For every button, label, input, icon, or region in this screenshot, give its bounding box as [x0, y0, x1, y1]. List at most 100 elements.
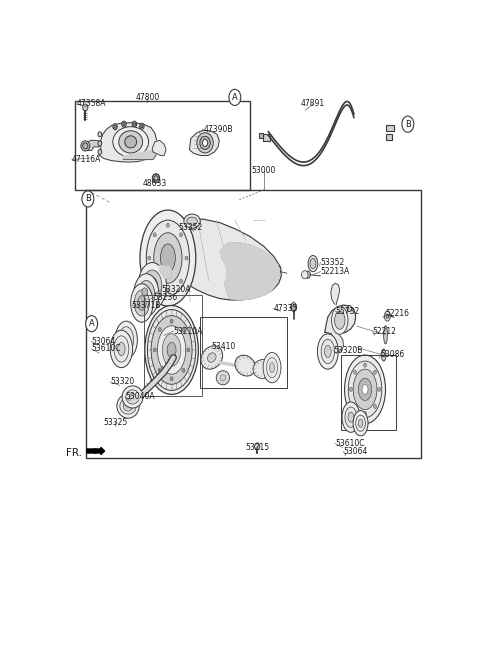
- Ellipse shape: [345, 355, 385, 424]
- Ellipse shape: [332, 306, 348, 335]
- Ellipse shape: [115, 321, 137, 359]
- Ellipse shape: [359, 379, 372, 400]
- Ellipse shape: [200, 136, 210, 150]
- Circle shape: [276, 266, 281, 273]
- Ellipse shape: [133, 274, 159, 316]
- Circle shape: [354, 405, 357, 409]
- Ellipse shape: [244, 255, 263, 288]
- Polygon shape: [190, 131, 219, 155]
- Text: 53320: 53320: [110, 377, 134, 386]
- Ellipse shape: [353, 411, 368, 436]
- Ellipse shape: [269, 363, 275, 373]
- Polygon shape: [325, 305, 356, 334]
- Ellipse shape: [134, 290, 149, 316]
- Circle shape: [182, 327, 185, 332]
- Bar: [263, 134, 270, 141]
- Ellipse shape: [138, 296, 146, 310]
- Text: 53210A: 53210A: [173, 327, 203, 336]
- Bar: [86, 190, 421, 458]
- Ellipse shape: [140, 210, 196, 306]
- Ellipse shape: [83, 143, 88, 149]
- Ellipse shape: [142, 287, 151, 303]
- Circle shape: [347, 306, 352, 312]
- Text: 53352: 53352: [178, 223, 203, 232]
- Ellipse shape: [356, 415, 365, 431]
- Circle shape: [373, 405, 376, 409]
- Ellipse shape: [207, 353, 216, 362]
- Circle shape: [182, 368, 185, 373]
- Circle shape: [229, 89, 241, 106]
- Ellipse shape: [129, 394, 136, 400]
- Polygon shape: [331, 283, 340, 305]
- Bar: [385, 134, 392, 140]
- Circle shape: [363, 363, 367, 367]
- Text: 53000: 53000: [252, 166, 276, 175]
- Ellipse shape: [235, 355, 255, 376]
- Circle shape: [378, 387, 381, 392]
- Text: 53371B: 53371B: [132, 300, 161, 310]
- Text: 52213A: 52213A: [321, 267, 349, 276]
- Ellipse shape: [362, 384, 368, 394]
- Text: 53086: 53086: [381, 350, 405, 359]
- Circle shape: [167, 223, 169, 227]
- Text: 52212: 52212: [372, 327, 396, 336]
- Circle shape: [170, 319, 173, 323]
- Ellipse shape: [122, 333, 130, 346]
- Ellipse shape: [119, 327, 133, 353]
- Ellipse shape: [348, 361, 382, 418]
- Circle shape: [148, 256, 151, 260]
- Circle shape: [305, 271, 311, 278]
- Circle shape: [402, 116, 414, 133]
- Ellipse shape: [321, 339, 335, 363]
- Circle shape: [363, 411, 367, 416]
- Ellipse shape: [152, 174, 160, 183]
- Ellipse shape: [263, 352, 281, 383]
- Bar: [385, 125, 394, 131]
- Circle shape: [158, 327, 161, 332]
- Circle shape: [114, 125, 116, 128]
- Text: 53236: 53236: [154, 293, 178, 302]
- Text: 53064: 53064: [344, 447, 368, 456]
- Ellipse shape: [353, 369, 377, 409]
- Text: 53410: 53410: [212, 342, 236, 351]
- Ellipse shape: [145, 306, 198, 394]
- Circle shape: [187, 348, 190, 352]
- Text: 47800: 47800: [135, 93, 159, 102]
- Ellipse shape: [162, 334, 181, 366]
- Ellipse shape: [122, 386, 143, 408]
- Bar: [259, 133, 264, 138]
- Ellipse shape: [291, 302, 296, 312]
- Text: B: B: [85, 194, 91, 203]
- Circle shape: [141, 125, 143, 128]
- Text: 47390B: 47390B: [203, 125, 233, 134]
- Circle shape: [167, 289, 169, 293]
- Circle shape: [180, 279, 182, 283]
- Ellipse shape: [151, 316, 192, 384]
- Ellipse shape: [382, 349, 386, 361]
- Text: A: A: [89, 319, 95, 328]
- Ellipse shape: [253, 359, 273, 379]
- Ellipse shape: [118, 342, 125, 356]
- Text: A: A: [232, 93, 238, 102]
- Circle shape: [290, 303, 297, 311]
- Text: 47335: 47335: [273, 304, 298, 313]
- Circle shape: [140, 123, 144, 129]
- Ellipse shape: [384, 326, 387, 344]
- Bar: [200, 317, 287, 388]
- Circle shape: [98, 141, 102, 146]
- Text: 47116A: 47116A: [72, 155, 101, 164]
- Ellipse shape: [157, 326, 186, 374]
- Polygon shape: [123, 150, 156, 159]
- Bar: [75, 102, 250, 190]
- Ellipse shape: [335, 311, 345, 329]
- Text: 47358A: 47358A: [77, 100, 106, 108]
- Polygon shape: [151, 219, 281, 300]
- Circle shape: [158, 368, 161, 373]
- Polygon shape: [332, 333, 344, 352]
- Ellipse shape: [342, 402, 360, 432]
- Ellipse shape: [317, 334, 338, 369]
- Ellipse shape: [81, 141, 90, 151]
- Text: 55732: 55732: [335, 306, 360, 316]
- Text: 53320A: 53320A: [161, 285, 191, 295]
- Circle shape: [113, 124, 117, 130]
